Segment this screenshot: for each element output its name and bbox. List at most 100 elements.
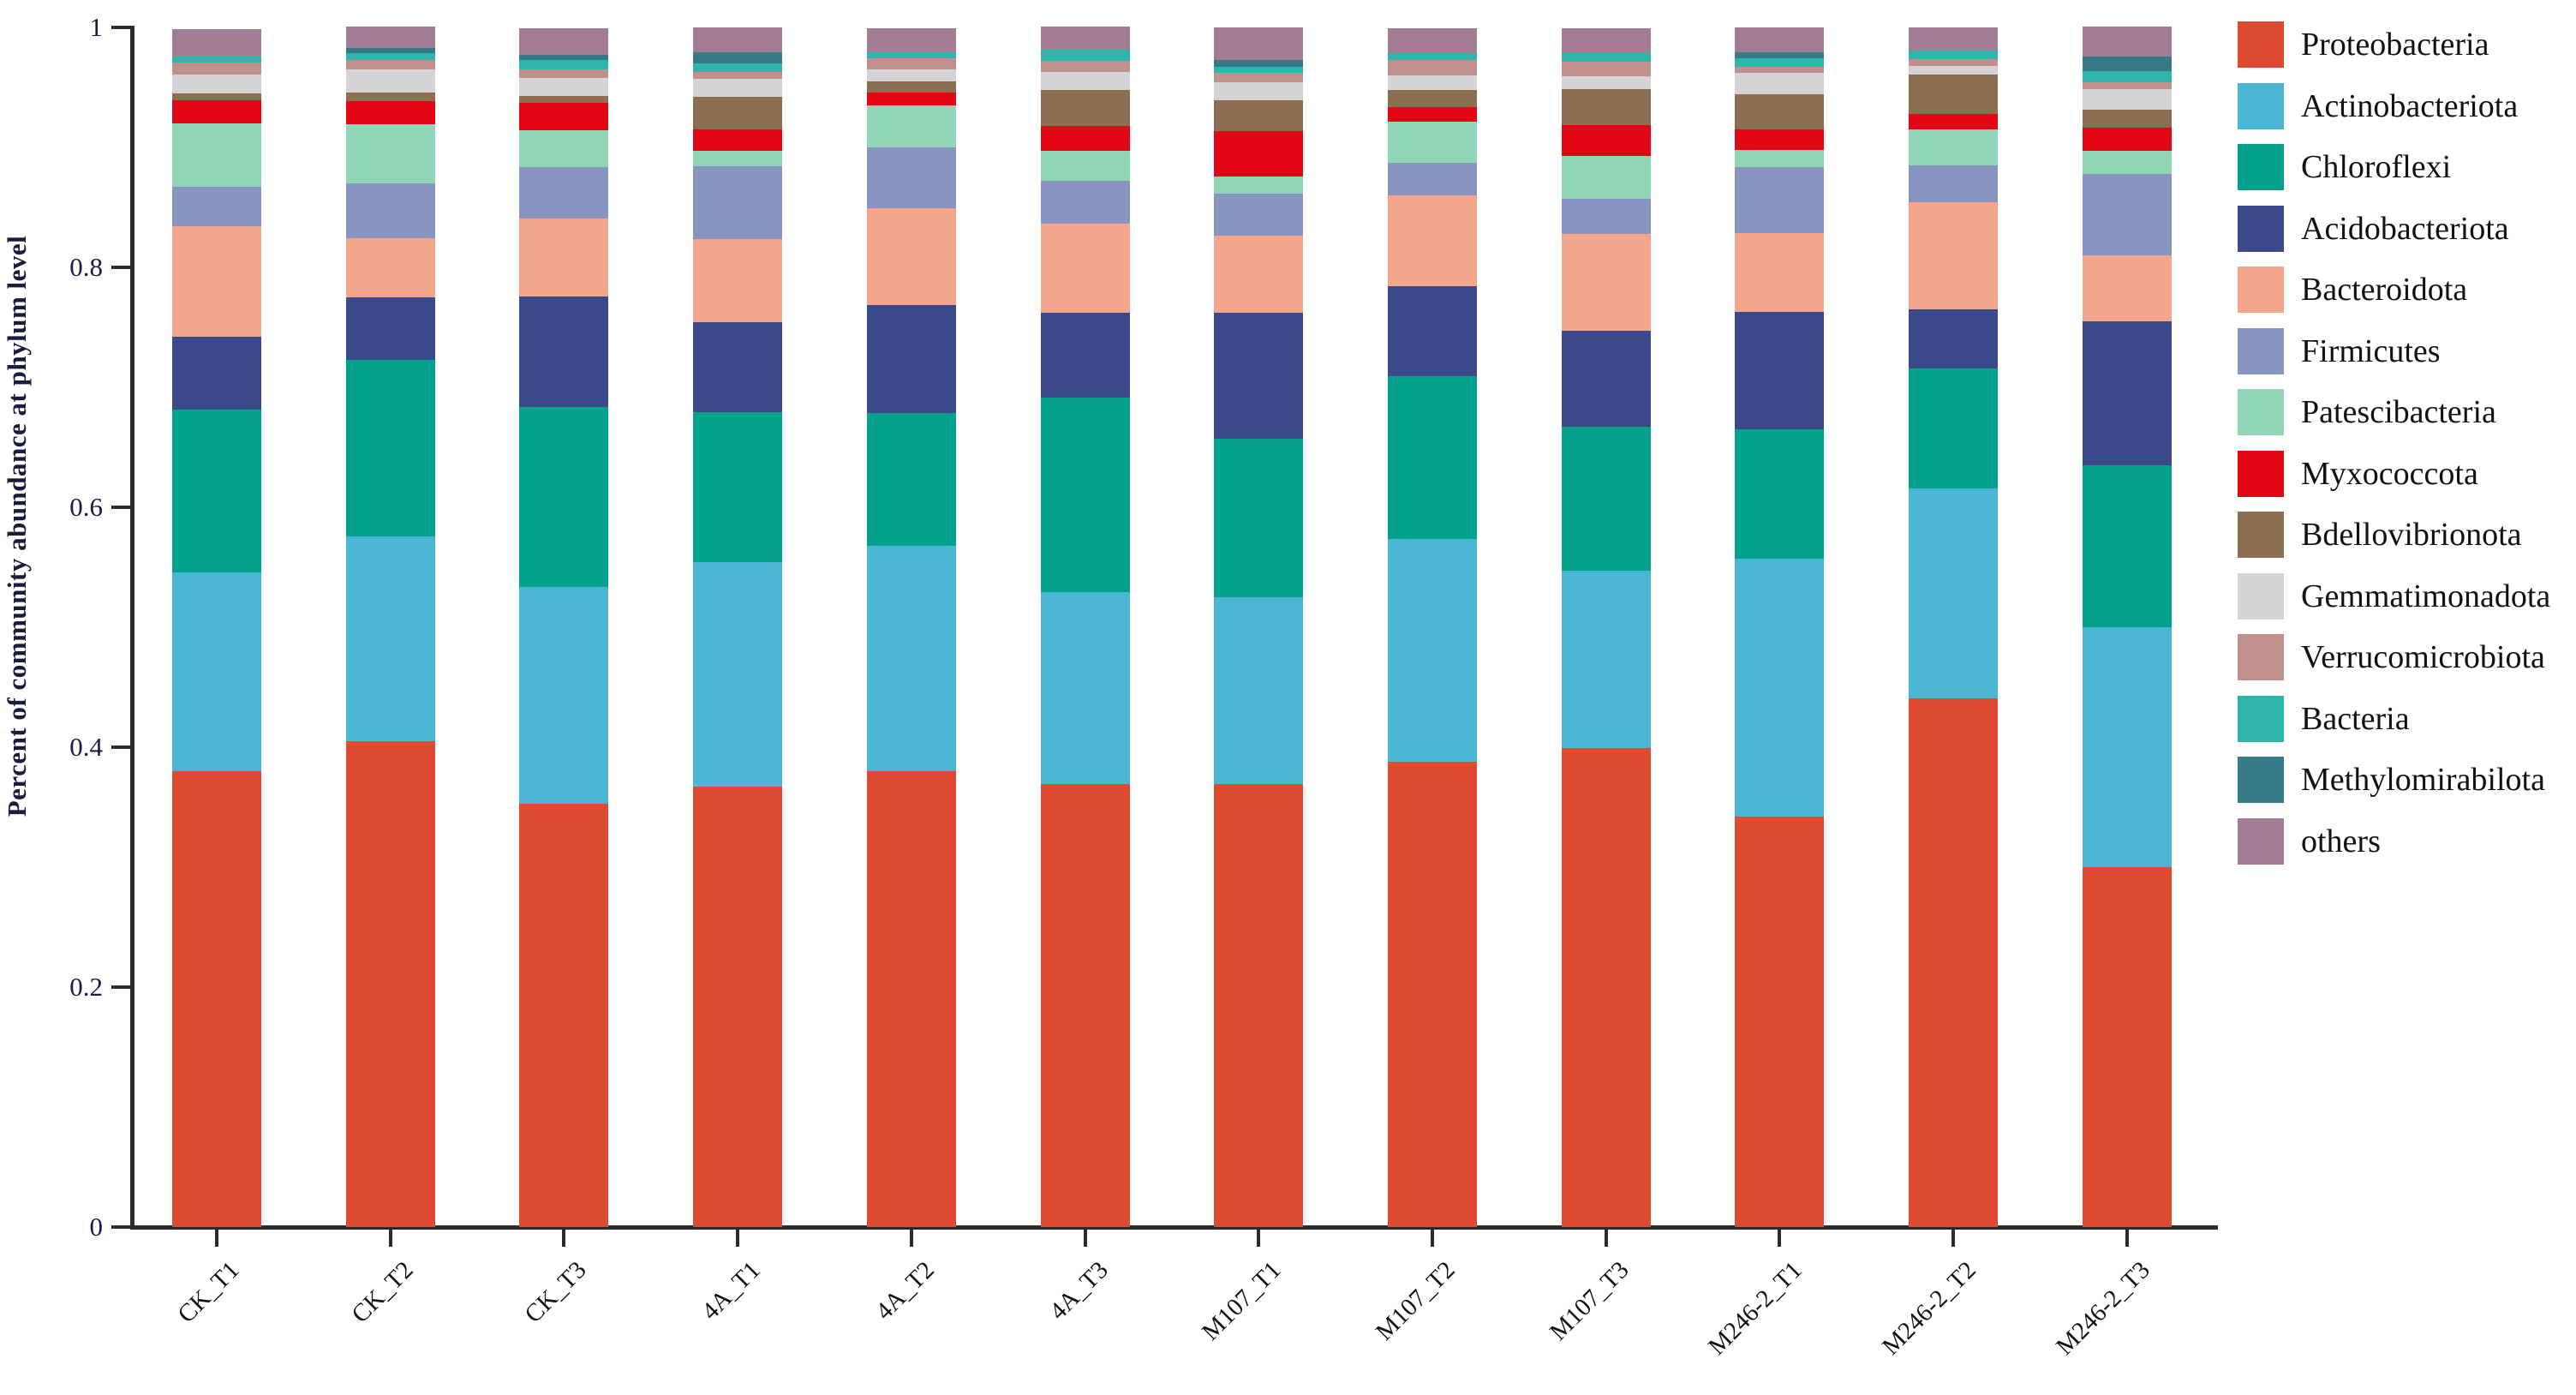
bar-segment-Chloroflexi	[867, 413, 956, 546]
bar-segment-Bacteria	[1214, 67, 1303, 73]
legend-swatch-icon	[2238, 634, 2284, 680]
legend-item-Actinobacteriota: Actinobacteriota	[2238, 82, 2518, 130]
bar-segment-Bacteroidota	[2083, 255, 2172, 321]
legend-label: Actinobacteriota	[2301, 88, 2519, 124]
bar-segment-others	[1041, 27, 1130, 50]
bar-segment-Proteobacteria	[1041, 784, 1130, 1227]
legend-item-Myxococcota: Myxococcota	[2238, 450, 2478, 498]
legend-item-Gemmatimonadota: Gemmatimonadota	[2238, 572, 2550, 620]
x-tick-label-text: M246-2_T2	[1876, 1256, 1981, 1361]
stacked-bar-M246-2_T1	[1735, 27, 1824, 1227]
stacked-bar-M246-2_T2	[1909, 27, 1998, 1227]
bar-segment-Bacteria	[346, 53, 435, 60]
bar-segment-Bdellovibrionota	[2083, 110, 2172, 128]
bar-segment-Bdellovibrionota	[519, 96, 608, 103]
bar-segment-Proteobacteria	[867, 771, 956, 1227]
bar-segment-Verrucomicrobiota	[1388, 60, 1477, 75]
bar-segment-Verrucomicrobiota	[346, 60, 435, 69]
y-tick-label: 0	[89, 1212, 104, 1242]
bar-segment-Acidobacteriota	[867, 305, 956, 413]
y-tick-label: 0.2	[69, 972, 103, 1002]
bar-segment-Bdellovibrionota	[172, 93, 261, 100]
bar-segment-Firmicutes	[693, 166, 782, 239]
x-tick-label-text: CK_T3	[519, 1256, 592, 1329]
bar-segment-Chloroflexi	[2083, 465, 2172, 627]
y-tick-label: 0.8	[69, 252, 103, 282]
bar-segment-Firmicutes	[1388, 163, 1477, 195]
bar-segment-others	[519, 28, 608, 55]
legend-swatch-icon	[2238, 757, 2284, 803]
bar-segment-Bacteria	[1735, 58, 1824, 67]
stacked-bar-M107_T3	[1562, 28, 1651, 1227]
y-tick-mark	[111, 266, 130, 269]
bar-segment-Acidobacteriota	[693, 322, 782, 412]
bar-segment-Bacteria	[1388, 53, 1477, 60]
legend-label: Verrucomicrobiota	[2301, 639, 2545, 675]
bar-segment-Methylomirabilota	[1735, 52, 1824, 58]
legend-swatch-icon	[2238, 206, 2284, 252]
bar-segment-Myxococcota	[519, 103, 608, 130]
legend-item-Methylomirabilota: Methylomirabilota	[2238, 756, 2545, 804]
bar-segment-Bdellovibrionota	[1214, 100, 1303, 131]
bar-segment-Actinobacteriota	[867, 546, 956, 771]
bar-segment-Myxococcota	[1735, 129, 1824, 150]
bar-segment-Myxococcota	[2083, 128, 2172, 151]
bar-segment-Myxococcota	[346, 101, 435, 124]
bar-segment-others	[867, 28, 956, 52]
bar-segment-Verrucomicrobiota	[2083, 82, 2172, 89]
legend-swatch-icon	[2238, 21, 2284, 68]
x-tick-label-text: 4A_T2	[870, 1256, 940, 1326]
bar-segment-Verrucomicrobiota	[1041, 61, 1130, 72]
legend-item-Bdellovibrionota: Bdellovibrionota	[2238, 511, 2522, 559]
bar-segment-others	[1388, 28, 1477, 53]
legend-swatch-icon	[2238, 328, 2284, 374]
bar-segment-Verrucomicrobiota	[172, 63, 261, 75]
x-axis-line	[130, 1225, 2218, 1230]
bar-segment-Patescibacteria	[693, 151, 782, 166]
bar-segment-Methylomirabilota	[693, 52, 782, 63]
bar-segment-Acidobacteriota	[1909, 309, 1998, 368]
bar-segment-Bdellovibrionota	[867, 81, 956, 93]
legend-label: Gemmatimonadota	[2301, 578, 2551, 614]
bar-segment-Verrucomicrobiota	[1909, 59, 1998, 66]
bar-segment-Firmicutes	[346, 183, 435, 238]
bar-segment-Bacteroidota	[693, 239, 782, 322]
legend-swatch-icon	[2238, 696, 2284, 742]
bar-segment-Myxococcota	[172, 100, 261, 123]
bar-segment-Firmicutes	[1562, 199, 1651, 234]
legend-label: Chloroflexi	[2301, 149, 2452, 185]
bar-segment-Verrucomicrobiota	[519, 69, 608, 78]
bar-segment-others	[1735, 27, 1824, 52]
bar-segment-Myxococcota	[693, 129, 782, 151]
bar-segment-others	[2083, 27, 2172, 57]
x-tick-label-text: CK_T2	[346, 1256, 419, 1329]
legend-item-Patescibacteria: Patescibacteria	[2238, 388, 2496, 436]
bar-segment-Actinobacteriota	[172, 572, 261, 771]
legend-swatch-icon	[2238, 389, 2284, 435]
y-tick-mark	[111, 1225, 130, 1229]
bar-segment-Chloroflexi	[1388, 376, 1477, 539]
bar-segment-Acidobacteriota	[346, 297, 435, 360]
bar-segment-Firmicutes	[1214, 194, 1303, 236]
bar-segment-Actinobacteriota	[1735, 559, 1824, 817]
bar-segment-Gemmatimonadota	[1735, 73, 1824, 94]
stacked-bar-CK_T1	[172, 29, 261, 1227]
bar-segment-Chloroflexi	[1214, 439, 1303, 597]
bar-segment-Firmicutes	[1735, 167, 1824, 233]
x-tick-mark	[215, 1230, 218, 1247]
bar-segment-Patescibacteria	[1562, 156, 1651, 199]
bar-segment-Patescibacteria	[172, 123, 261, 187]
x-tick-mark	[1951, 1230, 1955, 1247]
legend-item-Firmicutes: Firmicutes	[2238, 327, 2441, 375]
bar-segment-Acidobacteriota	[2083, 321, 2172, 465]
bar-segment-Gemmatimonadota	[1041, 72, 1130, 90]
bar-segment-others	[346, 27, 435, 48]
bar-segment-Chloroflexi	[1735, 429, 1824, 559]
y-axis-title: Percent of community abundance at phylum…	[2, 235, 32, 817]
bar-segment-Proteobacteria	[1562, 748, 1651, 1227]
bar-segment-Bacteria	[2083, 71, 2172, 82]
bar-segment-Patescibacteria	[519, 130, 608, 167]
bar-segment-Acidobacteriota	[1562, 331, 1651, 427]
legend-swatch-icon	[2238, 451, 2284, 497]
x-tick-mark	[1778, 1230, 1781, 1247]
